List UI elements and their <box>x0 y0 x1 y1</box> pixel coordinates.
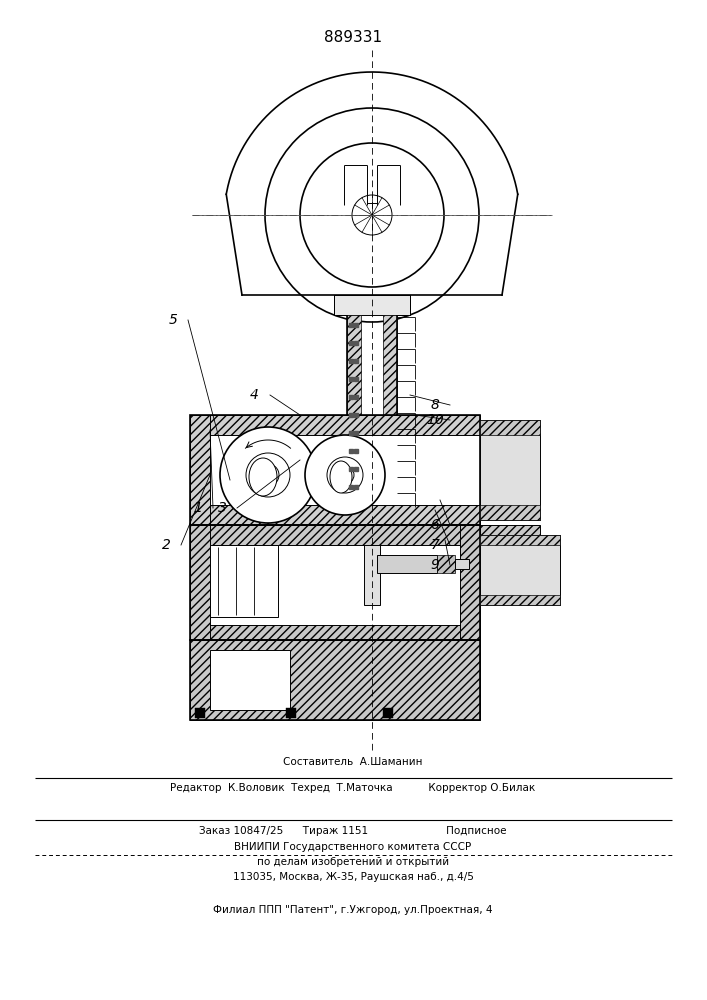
Ellipse shape <box>249 458 277 496</box>
Bar <box>286 708 296 718</box>
Text: 2: 2 <box>162 538 170 552</box>
Text: 3: 3 <box>218 501 227 515</box>
Bar <box>480 535 560 545</box>
Bar <box>190 505 480 525</box>
Bar <box>190 415 210 525</box>
Text: 9: 9 <box>431 558 439 572</box>
Bar <box>190 525 540 545</box>
Text: 6: 6 <box>431 518 439 532</box>
Text: 1: 1 <box>194 501 202 515</box>
Text: Филиал ППП "Патент", г.Ужгород, ул.Проектная, 4: Филиал ППП "Патент", г.Ужгород, ул.Проек… <box>214 905 493 915</box>
Bar <box>190 525 480 640</box>
Text: Составитель  А.Шаманин: Составитель А.Шаманин <box>284 757 423 767</box>
Text: по делам изобретений и открытий: по делам изобретений и открытий <box>257 857 449 867</box>
Bar <box>364 525 380 605</box>
Text: 5: 5 <box>169 313 177 327</box>
Bar <box>383 708 393 718</box>
Bar <box>190 525 210 640</box>
Circle shape <box>352 195 392 235</box>
Circle shape <box>246 453 290 497</box>
Text: 10: 10 <box>426 413 444 427</box>
Bar <box>190 640 480 720</box>
Circle shape <box>265 108 479 322</box>
Bar <box>460 525 480 640</box>
Bar <box>210 545 278 617</box>
Bar <box>480 420 540 520</box>
Bar <box>437 555 455 573</box>
Circle shape <box>305 435 385 515</box>
Bar <box>210 650 290 710</box>
Bar <box>480 595 560 605</box>
Bar <box>455 559 469 569</box>
Text: Заказ 10847/25      Тираж 1151                        Подписное: Заказ 10847/25 Тираж 1151 Подписное <box>199 826 507 836</box>
Bar <box>347 315 361 415</box>
Text: 7: 7 <box>431 538 439 552</box>
Bar <box>195 708 205 718</box>
Bar <box>190 640 480 720</box>
Circle shape <box>257 464 279 486</box>
Text: 8: 8 <box>431 398 439 412</box>
Circle shape <box>300 143 444 287</box>
Circle shape <box>327 457 363 493</box>
Circle shape <box>336 466 354 484</box>
Bar <box>190 625 480 645</box>
Bar <box>377 555 437 573</box>
Bar <box>480 420 540 435</box>
Bar <box>334 295 410 315</box>
Bar <box>190 415 480 435</box>
Circle shape <box>220 427 316 523</box>
Ellipse shape <box>330 461 352 493</box>
Text: 113035, Москва, Ж-35, Раушская наб., д.4/5: 113035, Москва, Ж-35, Раушская наб., д.4… <box>233 872 474 882</box>
Text: ВНИИПИ Государственного комитета СССР: ВНИИПИ Государственного комитета СССР <box>235 842 472 852</box>
Text: 4: 4 <box>250 388 259 402</box>
Text: 889331: 889331 <box>324 30 382 45</box>
Bar <box>190 415 480 525</box>
Bar <box>480 505 540 520</box>
Bar <box>480 535 560 605</box>
Text: Редактор  К.Воловик  Техред  Т.Маточка           Корректор О.Билак: Редактор К.Воловик Техред Т.Маточка Корр… <box>170 783 536 793</box>
Bar <box>383 315 397 415</box>
